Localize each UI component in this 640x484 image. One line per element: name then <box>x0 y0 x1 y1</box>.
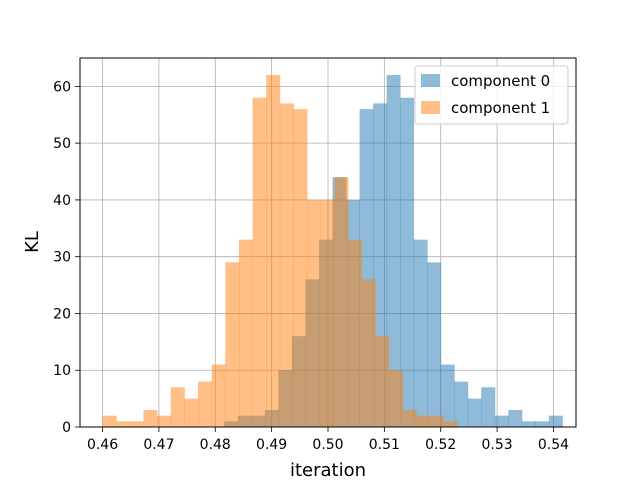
y-tick-label: 40 <box>53 193 71 209</box>
legend-box <box>414 65 569 125</box>
x-tick-label: 0.46 <box>87 437 118 453</box>
histogram-bar-1-22 <box>402 409 417 427</box>
ticks-layer: 0.46 0.47 0.48 0.49 0.50 0.51 0.52 0.53 0.54 0 10 2… <box>53 79 569 453</box>
histogram-bar-1-2 <box>129 421 144 427</box>
y-axis-label: KL <box>22 231 43 253</box>
histogram-bar-1-17 <box>334 177 349 427</box>
histogram-bar-1-1 <box>116 421 131 427</box>
x-tick-label: 0.51 <box>369 437 400 453</box>
legend: component 0 component 1 <box>414 65 569 125</box>
y-tick-label: 0 <box>62 420 71 436</box>
histogram-bar-0-18 <box>467 398 482 427</box>
histogram-bar-1-9 <box>225 262 240 427</box>
histogram-bar-1-6 <box>184 398 199 427</box>
histogram-bar-0-23 <box>535 421 550 427</box>
x-tick-label: 0.48 <box>200 437 231 453</box>
bars-layer <box>102 75 563 428</box>
histogram-bar-1-19 <box>361 279 376 427</box>
histogram-bar-0-19 <box>481 387 496 427</box>
histogram-bar-1-12 <box>266 75 281 428</box>
histogram-bar-1-21 <box>388 370 404 427</box>
legend-swatch <box>421 101 440 114</box>
histogram-bar-1-8 <box>211 364 226 427</box>
x-tick-label: 0.53 <box>482 437 513 453</box>
histogram-bar-1-11 <box>252 97 267 427</box>
histogram-bar-1-18 <box>348 239 363 427</box>
legend-label: component 1 <box>451 99 550 117</box>
x-tick-label: 0.50 <box>312 437 343 453</box>
histogram-bar-1-3 <box>143 409 158 427</box>
histogram-bar-0-22 <box>521 421 536 427</box>
histogram-bar-1-16 <box>320 199 335 427</box>
histogram-bar-0-12 <box>386 75 401 428</box>
histogram-bar-0-24 <box>548 415 563 427</box>
legend-label: component 0 <box>451 72 550 90</box>
histogram-bar-1-0 <box>102 415 117 427</box>
x-tick-label: 0.47 <box>143 437 174 453</box>
x-tick-label: 0.52 <box>425 437 456 453</box>
legend-swatch <box>421 74 440 87</box>
histogram-bar-1-13 <box>279 103 294 428</box>
histogram-bar-1-10 <box>238 239 253 427</box>
histogram-bar-1-20 <box>375 336 390 427</box>
histogram-bar-1-14 <box>293 109 308 427</box>
histogram-bar-1-24 <box>429 415 444 427</box>
histogram-bar-1-5 <box>170 387 185 427</box>
x-axis-label: iteration <box>290 460 366 480</box>
y-tick-label: 10 <box>53 363 71 379</box>
x-tick-label: 0.54 <box>538 437 569 453</box>
histogram-bar-1-7 <box>198 381 213 427</box>
histogram-bar-0-20 <box>494 415 509 427</box>
y-tick-label: 50 <box>53 136 71 152</box>
y-tick-label: 20 <box>53 306 71 322</box>
histogram-bar-1-4 <box>157 415 172 427</box>
histogram-bar-0-16 <box>440 364 455 427</box>
histogram-bar-0-15 <box>427 262 442 427</box>
histogram-bar-1-23 <box>416 415 431 427</box>
histogram-bar-0-13 <box>400 97 415 427</box>
histogram-bar-0-21 <box>508 409 523 427</box>
histogram-bar-1-15 <box>307 199 322 427</box>
y-tick-label: 30 <box>53 250 71 266</box>
histogram-bar-1-25 <box>443 421 458 427</box>
y-tick-label: 60 <box>53 79 71 95</box>
histogram-bar-0-17 <box>454 381 469 427</box>
x-tick-label: 0.49 <box>256 437 287 453</box>
histogram-bar-0-14 <box>413 239 428 427</box>
